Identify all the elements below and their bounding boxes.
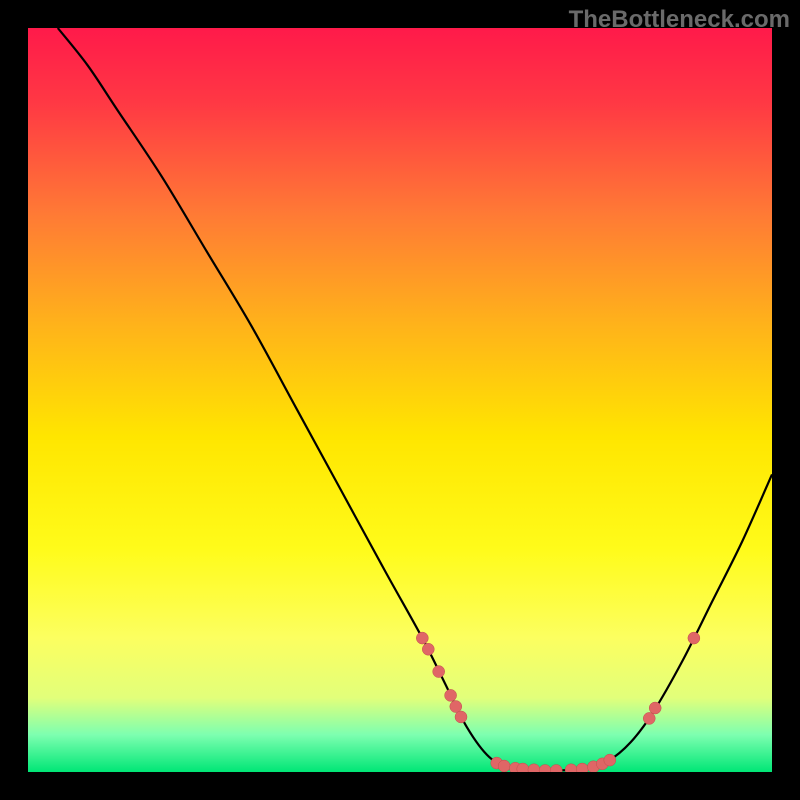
curve-marker	[688, 632, 700, 644]
curve-marker	[455, 711, 467, 723]
curve-marker	[528, 764, 540, 772]
curve-marker	[433, 666, 445, 678]
curve-line	[58, 28, 772, 771]
curve-marker	[565, 764, 577, 772]
curve-marker	[539, 765, 551, 772]
curve-marker	[643, 712, 655, 724]
curve-marker	[649, 702, 661, 714]
curve-marker	[450, 701, 462, 713]
watermark-text: TheBottleneck.com	[569, 6, 790, 34]
plot-area	[28, 28, 772, 772]
curve-marker	[550, 765, 562, 772]
chart-curve-layer	[28, 28, 772, 772]
curve-marker	[576, 763, 588, 772]
curve-marker	[604, 754, 616, 766]
curve-marker	[422, 643, 434, 655]
curve-marker	[445, 689, 457, 701]
curve-marker	[416, 632, 428, 644]
curve-marker	[498, 760, 510, 772]
curve-markers	[416, 632, 700, 772]
